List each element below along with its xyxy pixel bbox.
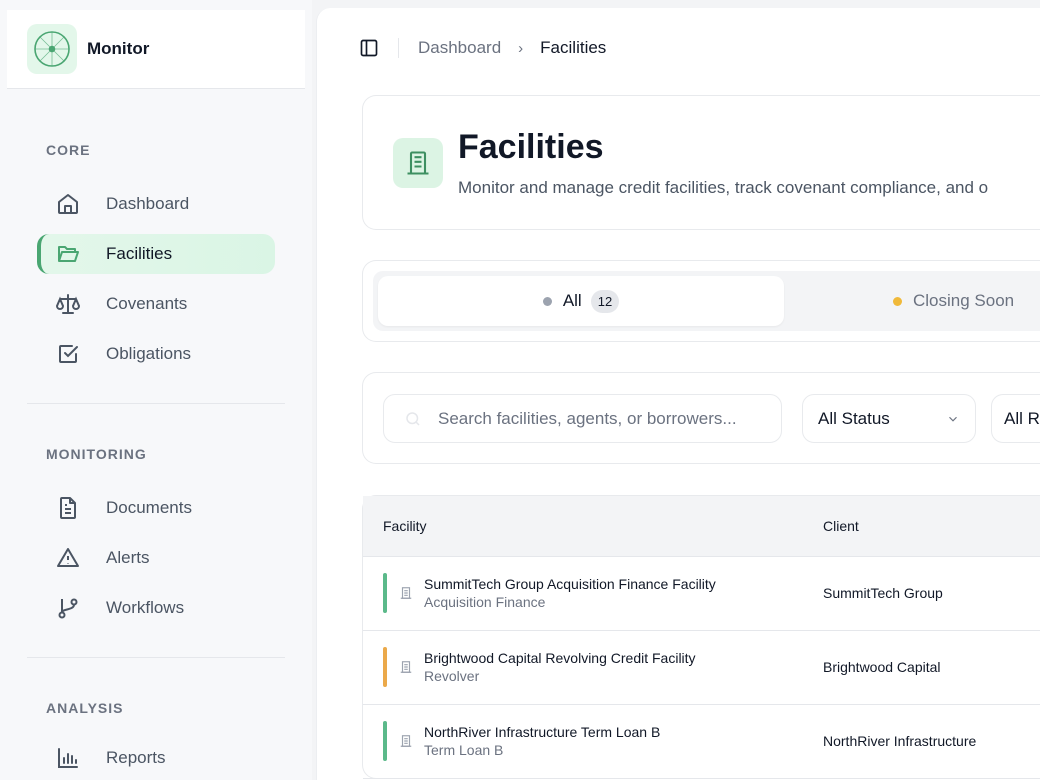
bar-chart-icon <box>58 748 78 768</box>
facility-name[interactable]: NorthRiver Infrastructure Term Loan B <box>424 724 661 740</box>
alert-triangle-icon <box>57 548 79 567</box>
sidebar-item-label: Dashboard <box>106 194 190 213</box>
status-bar <box>383 647 387 687</box>
document-icon <box>60 497 76 519</box>
column-header-facility[interactable]: Facility <box>363 496 803 557</box>
sidebar-item-label: Obligations <box>106 344 192 363</box>
facility-cell: NorthRiver Infrastructure Term Loan B Ter… <box>363 704 803 779</box>
facility-name[interactable]: Brightwood Capital Revolving Credit Faci… <box>424 650 696 666</box>
breadcrumb-current: Facilities <box>540 38 607 57</box>
app-logo[interactable]: Monitor <box>7 10 305 89</box>
client-cell: Brightwood Capital <box>803 630 1040 705</box>
checkbox-icon <box>59 345 78 363</box>
breadcrumb: Dashboard › Facilities <box>359 38 606 58</box>
status-dot <box>542 296 552 306</box>
search-input[interactable]: Search facilities, agents, or borrowers.… <box>383 394 782 443</box>
sidebar-item-documents[interactable]: Documents <box>37 488 275 528</box>
divider <box>27 657 285 658</box>
sidebar-item-label: Facilities <box>106 244 173 263</box>
sidebar-item-label: Alerts <box>106 548 150 567</box>
scale-icon <box>56 294 80 314</box>
table-row[interactable]: SummitTech Group Acquisition Finance Fac… <box>363 556 1040 631</box>
second-filter-select[interactable]: All R <box>991 394 1040 443</box>
sidebar-item-alerts[interactable]: Alerts <box>37 538 275 578</box>
status-bar <box>383 573 387 613</box>
page-header: Facilities Monitor and manage credit fac… <box>362 95 1040 230</box>
facility-cell: SummitTech Group Acquisition Finance Fac… <box>363 556 803 631</box>
chevron-down-icon <box>949 416 957 422</box>
page-subtitle: Monitor and manage credit facilities, tr… <box>458 178 989 197</box>
building-icon <box>393 138 443 188</box>
folder-open-icon <box>58 246 79 262</box>
status-bar <box>383 721 387 761</box>
sidebar-item-covenants[interactable]: Covenants <box>37 284 275 324</box>
tab-label: Closing Soon <box>913 291 1015 310</box>
count-badge: 12 <box>590 289 620 313</box>
page-title: Facilities <box>458 128 604 166</box>
tab-label: All <box>562 291 582 310</box>
sidebar-item-label: Covenants <box>106 294 188 313</box>
status-tabs: All 12 Closing Soon <box>362 260 1040 342</box>
search-icon <box>406 411 420 426</box>
status-select-value: All Status <box>818 408 890 428</box>
status-select[interactable]: All Status <box>802 394 976 443</box>
facility-type: Acquisition Finance <box>424 594 546 610</box>
home-icon <box>58 194 78 214</box>
app-name: Monitor <box>87 39 150 58</box>
sidebar-item-label: Reports <box>106 748 166 767</box>
facility-name[interactable]: SummitTech Group Acquisition Finance Fac… <box>424 576 716 592</box>
facility-type: Revolver <box>424 668 480 684</box>
select-value: All R <box>1004 408 1040 428</box>
search-placeholder: Search facilities, agents, or borrowers.… <box>438 408 737 428</box>
section-analysis: ANALYSIS <box>46 700 124 716</box>
building-icon <box>400 735 412 747</box>
sidebar-item-facilities[interactable]: Facilities <box>37 234 275 274</box>
chevron-right-icon: › <box>518 39 524 57</box>
tab-all[interactable]: All 12 <box>378 276 784 326</box>
sidebar-toggle-icon[interactable] <box>359 38 379 58</box>
facility-cell: Brightwood Capital Revolving Credit Faci… <box>363 630 803 705</box>
sidebar-item-workflows[interactable]: Workflows <box>37 588 275 628</box>
sidebar-item-label: Documents <box>106 498 192 517</box>
sidebar: Monitor CORE Dashboard Facilities Covena… <box>0 0 312 780</box>
tab-closing-soon[interactable]: Closing Soon <box>893 276 1039 326</box>
table-row[interactable]: Brightwood Capital Revolving Credit Faci… <box>363 630 1040 705</box>
git-branch-icon <box>58 598 78 619</box>
main-content: Dashboard › Facilities Facilities Monito… <box>316 8 1040 780</box>
building-icon <box>400 661 412 673</box>
table-row[interactable]: NorthRiver Infrastructure Term Loan B Ter… <box>363 704 1040 779</box>
section-core: CORE <box>46 142 91 158</box>
sidebar-item-obligations[interactable]: Obligations <box>37 334 275 374</box>
section-monitoring: MONITORING <box>46 446 147 462</box>
filter-bar: Search facilities, agents, or borrowers.… <box>362 372 1040 464</box>
sidebar-item-dashboard[interactable]: Dashboard <box>37 184 275 224</box>
divider <box>398 38 399 58</box>
facility-type: Term Loan B <box>424 742 504 758</box>
facilities-table: Facility Client SummitTech Group Acquisi… <box>362 495 1040 779</box>
building-icon <box>400 587 412 599</box>
client-cell: SummitTech Group <box>803 556 1040 631</box>
sidebar-item-label: Workflows <box>106 598 185 617</box>
client-cell: NorthRiver Infrastructure <box>803 704 1040 779</box>
status-dot <box>893 296 902 306</box>
breadcrumb-dashboard[interactable]: Dashboard <box>418 38 502 57</box>
sidebar-item-reports[interactable]: Reports <box>37 738 275 778</box>
logo-icon <box>27 24 77 74</box>
divider <box>27 403 285 404</box>
column-header-client[interactable]: Client <box>803 496 1040 557</box>
